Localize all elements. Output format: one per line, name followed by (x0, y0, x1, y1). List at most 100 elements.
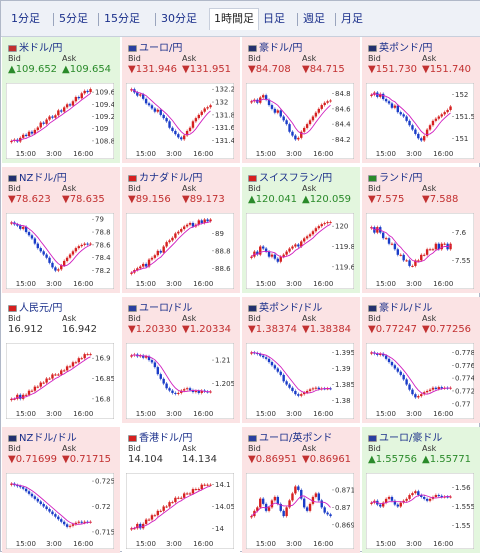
pair-name[interactable]: ユーロ/ドル (139, 303, 193, 314)
rate-card[interactable]: NZドル/円 Bid Ask ▼78.623 ▼78.635 79 78.8 78.6 78.4… (2, 167, 120, 293)
candle-body (370, 502, 373, 504)
pair-title[interactable]: ユーロ/英ポンド (248, 429, 333, 444)
eu-flag-icon (248, 434, 257, 442)
rate-card[interactable]: 豪ドル/ドル Bid Ask ▼0.77247 ▼0.77256 0.778 0.776 0.… (362, 297, 480, 423)
pair-name[interactable]: 英ポンド/ドル (259, 303, 323, 314)
mini-chart[interactable]: 1.56 1.555 1.55 15:00 3:00 16:00 (366, 473, 474, 549)
candle-body (39, 501, 42, 504)
mini-chart[interactable]: 1.395 1.39 1.385 1.38 15:00 3:00 16:00 (246, 343, 354, 419)
candle-body (136, 523, 139, 529)
rate-card[interactable]: ユーロ/豪ドル Bid Ask ▲1.55756 ▲1.55771 1.56 1.555 1.… (362, 427, 480, 553)
mini-chart[interactable]: 16.9 16.85 16.8 15:00 3:00 16:00 (6, 343, 114, 419)
rate-card[interactable]: カナダドル/円 Bid Ask ▼89.156 ▼89.173 89 88.8 88.6 15:… (122, 167, 240, 293)
tab-timeframe-0[interactable]: 1分足 (11, 12, 40, 25)
y-tick-label: 1.38 (335, 397, 351, 405)
candle-body (449, 387, 452, 389)
rate-card[interactable]: 英ポンド/円 Bid Ask ▼151.730 ▼151.740 152 151.5 151 1… (362, 37, 480, 163)
pair-title[interactable]: 米ドル/円 (8, 39, 63, 54)
rate-card[interactable]: 人民元/円 Bid Ask 16.912 16.942 16.9 16.85 16.8 15:0… (2, 297, 120, 423)
candle-body (83, 354, 86, 359)
mini-chart[interactable]: 84.8 84.6 84.4 84.2 15:00 3:00 16:00 (246, 83, 354, 159)
mini-chart[interactable]: 120 119.8 119.6 15:00 3:00 16:00 (246, 213, 354, 289)
rate-card[interactable]: 英ポンド/ドル Bid Ask ▼1.38374 ▼1.38384 1.395 1.39 1.… (242, 297, 360, 423)
mini-chart[interactable]: 89 88.8 88.6 15:00 3:00 16:00 (126, 213, 234, 289)
candle-body (425, 249, 429, 255)
rate-card[interactable]: ユーロ/円 Bid Ask ▼131.946 ▼131.951 132.2 132 131.8… (122, 37, 240, 163)
candle-body (276, 368, 280, 372)
rate-card[interactable]: 豪ドル/円 Bid Ask ▼84.708 ▼84.715 84.8 84.6 84.4 84.… (242, 37, 360, 163)
candle-body (411, 493, 414, 496)
pair-title[interactable]: 香港ドル/円 (128, 429, 193, 444)
mini-chart[interactable]: 0.871 0.87 0.869 15:00 3:00 16:00 (246, 473, 354, 549)
mini-chart[interactable]: 132.2 132 131.8 131.6 131.4 15:00 3:00 16:00 (126, 83, 234, 159)
mini-chart[interactable]: 0.725 0.72 0.715 15:00 3:00 16:00 (6, 473, 114, 549)
mini-chart[interactable]: 152 151.5 151 15:00 3:00 16:00 (366, 83, 474, 159)
candle-body (440, 495, 443, 497)
tab-timeframe-6[interactable]: 週足 (303, 12, 325, 25)
tab-timeframe-7[interactable]: 月足 (341, 12, 363, 25)
pair-name[interactable]: スイスフラン/円 (259, 173, 333, 184)
y-tick-label: 132.2 (215, 86, 234, 94)
pair-title[interactable]: NZドル/ドル (8, 429, 77, 444)
rate-card[interactable]: NZドル/ドル Bid Ask ▼0.71699 ▼0.71715 0.725 0.72 0.… (2, 427, 120, 553)
candle-body (396, 504, 400, 507)
rate-card[interactable]: ユーロ/ドル Bid Ask ▼1.20330 ▼1.20334 1.21 1.205 15:… (122, 297, 240, 423)
mini-chart[interactable]: 14.1 14.05 14 15:00 3:00 16:00 (126, 473, 234, 549)
mini-chart[interactable]: 79 78.8 78.6 78.4 78.2 15:00 3:00 16:00 (6, 213, 114, 289)
rate-card[interactable]: 米ドル/円 Bid Ask ▲109.652 ▲109.654 109.6 109.4 109… (2, 37, 120, 163)
mini-chart[interactable]: 0.778 0.776 0.774 0.772 0.77 15:00 3:00 16:00 (366, 343, 474, 419)
pair-title[interactable]: カナダドル/円 (128, 169, 203, 184)
pair-title[interactable]: ユーロ/ドル (128, 299, 193, 314)
candle-body (320, 105, 323, 109)
pair-name[interactable]: 香港ドル/円 (139, 433, 193, 444)
rate-card[interactable]: スイスフラン/円 Bid Ask ▲120.041 ▲120.059 120 119.8 11… (242, 167, 360, 293)
pair-title[interactable]: ユーロ/円 (128, 39, 183, 54)
pair-name[interactable]: 英ポンド/円 (379, 43, 433, 54)
pair-name[interactable]: 豪ドル/ドル (379, 303, 433, 314)
ask-value: ▲109.654 (62, 64, 112, 75)
pair-title[interactable]: NZドル/円 (8, 169, 67, 184)
x-tick-label: 15:00 (256, 410, 276, 418)
pair-title[interactable]: 英ポンド/円 (368, 39, 433, 54)
rate-card[interactable]: 香港ドル/円 Bid Ask 14.104 14.134 14.1 14.05 14 15:00… (122, 427, 240, 553)
pair-title[interactable]: ランド/円 (368, 169, 423, 184)
x-tick-label: 3:00 (406, 410, 422, 418)
candle-body (57, 516, 60, 520)
bid-label: Bid (8, 314, 21, 323)
candle-body (387, 101, 391, 104)
mini-chart[interactable]: 1.21 1.205 15:00 3:00 16:00 (126, 343, 234, 419)
bid-value: ▼7.575 (368, 194, 405, 205)
candle-body (200, 220, 203, 223)
pair-title[interactable]: スイスフラン/円 (248, 169, 333, 184)
tab-timeframe-3[interactable]: 30分足 (161, 12, 197, 25)
tab-timeframe-4[interactable]: 1時間足 (209, 8, 259, 30)
pair-title[interactable]: 豪ドル/ドル (368, 299, 433, 314)
pair-name[interactable]: 米ドル/円 (19, 43, 63, 54)
pair-name[interactable]: NZドル/ドル (19, 433, 77, 444)
tab-timeframe-5[interactable]: 日足 (263, 12, 285, 25)
pair-name[interactable]: ユーロ/豪ドル (379, 433, 443, 444)
pair-name[interactable]: NZドル/円 (19, 173, 67, 184)
candle-body (16, 394, 19, 399)
pair-title[interactable]: 英ポンド/ドル (248, 299, 323, 314)
x-tick-label: 16:00 (73, 280, 93, 288)
rate-card[interactable]: ユーロ/英ポンド Bid Ask ▼0.86951 ▼0.86961 0.871 0.87 0… (242, 427, 360, 553)
y-tick-label: 14.1 (215, 481, 231, 489)
mini-chart[interactable]: 109.6 109.4 109.2 109 108.8 15:00 3:00 16:00 (6, 83, 114, 159)
pair-name[interactable]: 豪ドル/円 (259, 43, 303, 54)
pair-title[interactable]: 人民元/円 (8, 299, 63, 314)
tab-timeframe-1[interactable]: 5分足 (59, 12, 88, 25)
pair-title[interactable]: ユーロ/豪ドル (368, 429, 443, 444)
rate-card[interactable]: ランド/円 Bid Ask ▼7.575 ▼7.588 7.6 7.55 15:00 3:00 1… (362, 167, 480, 293)
pair-name[interactable]: ユーロ/円 (139, 43, 183, 54)
tab-timeframe-2[interactable]: 15分足 (104, 12, 140, 25)
mini-chart[interactable]: 7.6 7.55 15:00 3:00 16:00 (366, 213, 474, 289)
pair-title[interactable]: 豪ドル/円 (248, 39, 303, 54)
pair-name[interactable]: カナダドル/円 (139, 173, 203, 184)
pair-name[interactable]: 人民元/円 (19, 303, 63, 314)
candle-body (379, 93, 382, 97)
pair-name[interactable]: ユーロ/英ポンド (259, 433, 333, 444)
candle-body (30, 235, 34, 239)
pair-name[interactable]: ランド/円 (379, 173, 423, 184)
